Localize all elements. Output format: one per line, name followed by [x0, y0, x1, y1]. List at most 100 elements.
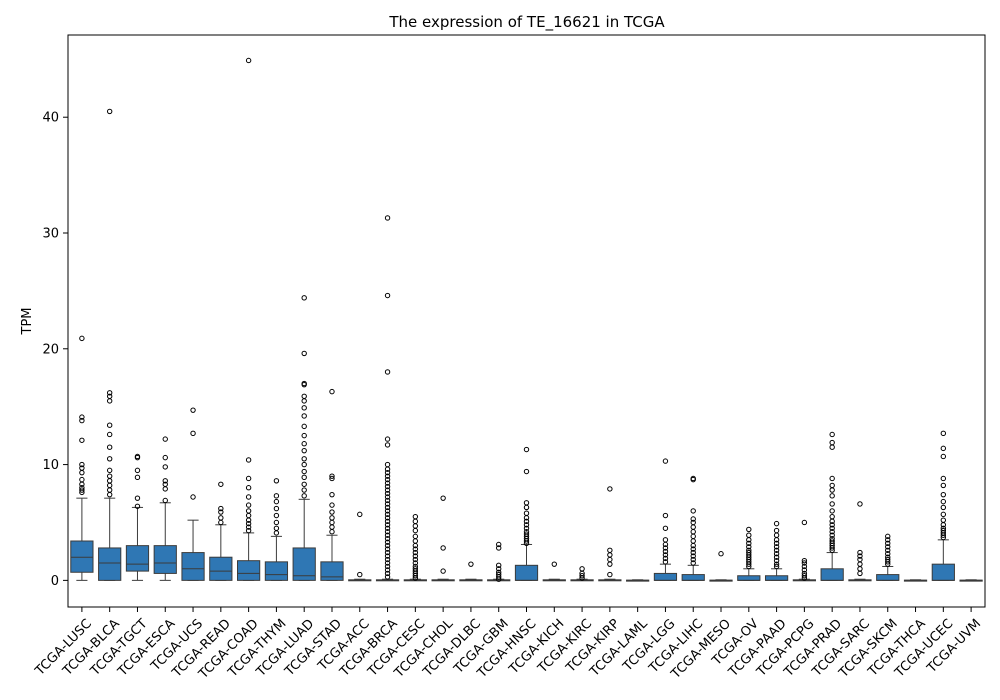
outlier-point — [106, 482, 113, 489]
outlier-point — [885, 556, 891, 563]
outlier-point — [607, 556, 613, 563]
outlier-point — [273, 530, 280, 536]
outlier-point — [79, 414, 85, 420]
outlier-point — [412, 527, 419, 534]
outlier-point — [357, 511, 363, 518]
box-tcga-ucs — [181, 407, 205, 581]
outlier-point — [940, 527, 947, 534]
outlier-point — [857, 501, 863, 507]
outlier-point — [773, 532, 780, 538]
box-tcga-luad — [292, 295, 316, 581]
box-tcga-laml — [626, 579, 650, 582]
outlier-point — [106, 108, 113, 115]
outlier-point — [273, 493, 280, 499]
outlier-point — [384, 567, 391, 573]
outlier-point — [384, 494, 391, 500]
outlier-point — [134, 474, 141, 481]
outlier-point — [384, 529, 391, 535]
outlier-point — [301, 380, 307, 387]
outlier-point — [329, 502, 335, 508]
box-iqr — [292, 547, 316, 581]
outlier-point — [162, 478, 168, 484]
outlier-point — [245, 475, 252, 482]
outlier-point — [301, 432, 307, 439]
box-tcga-sarc — [848, 501, 872, 582]
outlier-point — [885, 544, 891, 550]
outlier-point — [523, 500, 530, 506]
outlier-point — [857, 553, 863, 559]
box-series — [70, 57, 983, 582]
box-tcga-gbm — [487, 541, 511, 582]
outlier-point — [885, 547, 891, 553]
outlier-point — [690, 475, 696, 482]
outlier-point — [79, 465, 85, 471]
box-tcga-kirc — [570, 566, 594, 582]
outlier-point — [162, 486, 168, 492]
outlier-point — [106, 393, 113, 399]
box-iqr — [209, 556, 233, 581]
box-iqr — [125, 545, 150, 572]
outlier-point — [384, 539, 391, 545]
outlier-point — [273, 478, 280, 484]
outlier-point — [384, 215, 391, 221]
box-tcga-lihc — [681, 475, 705, 581]
outlier-point — [690, 549, 696, 556]
outlier-point — [245, 520, 252, 527]
outlier-point — [106, 390, 113, 396]
outlier-point — [690, 560, 696, 566]
outlier-point — [829, 482, 835, 489]
outlier-point — [301, 481, 307, 487]
outlier-point — [329, 475, 335, 482]
outlier-point — [773, 527, 780, 534]
outlier-point — [106, 487, 113, 493]
box-tcga-lgg — [653, 458, 678, 581]
outlier-point — [607, 486, 613, 492]
outlier-point — [523, 518, 530, 525]
box-tcga-paad — [764, 520, 789, 581]
outlier-point — [79, 437, 85, 443]
outlier-point — [801, 557, 808, 564]
outlier-point — [523, 468, 530, 475]
outlier-point — [245, 494, 252, 500]
box-tcga-coad — [237, 57, 261, 581]
x-axis-ticks: TCGA-LUSCTCGA-BLCATCGA-TGCTTCGA-ESCATCGA… — [32, 607, 984, 683]
chart-title: The expression of TE_16621 in TCGA — [388, 13, 665, 32]
outlier-point — [496, 566, 502, 572]
box-iqr — [764, 575, 789, 581]
outlier-point — [384, 511, 391, 518]
outlier-point — [829, 532, 835, 538]
outlier-point — [273, 505, 280, 512]
box-tcga-ucec — [931, 430, 955, 581]
outlier-point — [384, 574, 391, 580]
outlier-point — [690, 546, 696, 552]
outlier-point — [746, 544, 752, 550]
outlier-point — [301, 456, 307, 462]
outlier-point — [301, 487, 307, 493]
outlier-point — [106, 444, 113, 450]
outlier-point — [384, 542, 391, 549]
outlier-point — [773, 551, 780, 557]
box-iqr — [876, 574, 900, 581]
outlier-point — [773, 547, 780, 553]
outlier-point — [829, 529, 835, 535]
outlier-point — [384, 535, 391, 542]
outlier-point — [940, 517, 947, 523]
outlier-point — [329, 524, 335, 530]
outlier-point — [384, 549, 391, 556]
outlier-point — [412, 538, 419, 544]
box-tcga-read — [209, 481, 233, 581]
outlier-point — [329, 491, 335, 498]
outlier-point — [690, 508, 696, 514]
outlier-point — [773, 554, 780, 560]
outlier-point — [384, 508, 391, 514]
outlier-point — [245, 485, 252, 491]
outlier-point — [412, 513, 419, 520]
outlier-point — [301, 398, 307, 404]
box-tcga-chol — [431, 495, 455, 582]
outlier-point — [496, 569, 502, 575]
outlier-point — [801, 573, 808, 579]
box-tcga-hnsc — [514, 446, 539, 581]
outlier-point — [579, 566, 585, 572]
outlier-point — [412, 560, 419, 566]
outlier-point — [773, 520, 780, 527]
